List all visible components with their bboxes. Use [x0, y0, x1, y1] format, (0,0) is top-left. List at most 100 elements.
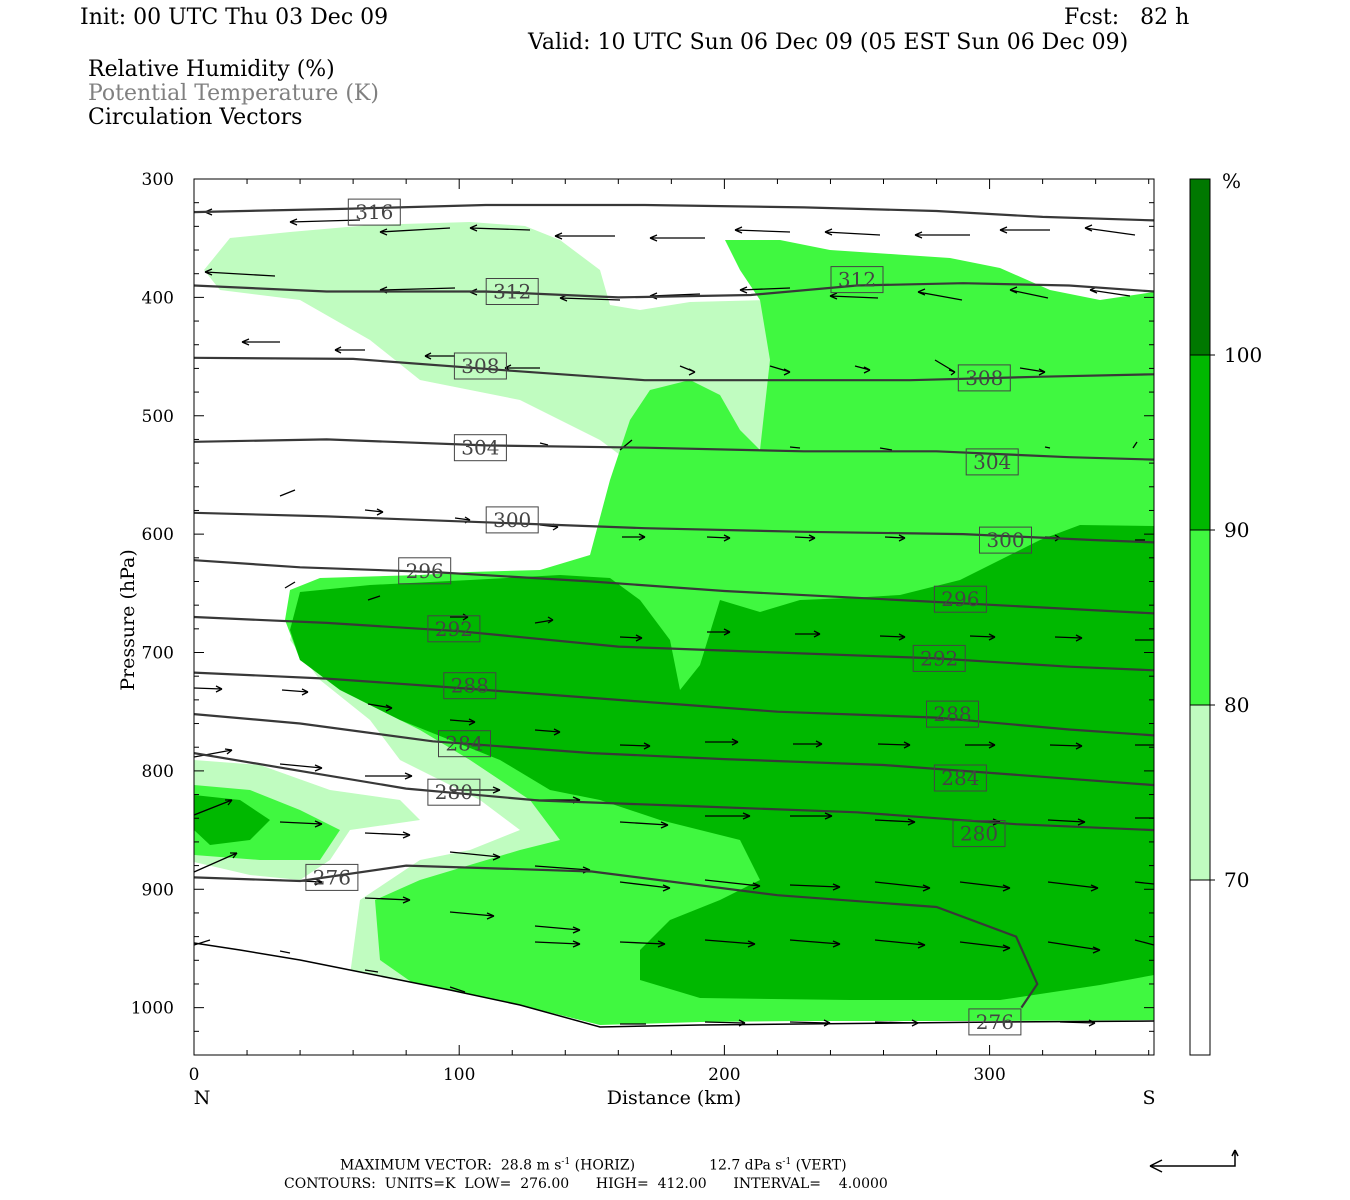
svg-text:280: 280: [960, 822, 998, 846]
svg-text:292: 292: [920, 646, 958, 670]
theta-contour-284: [194, 713, 1154, 787]
theta-contour-300: [194, 511, 1154, 544]
theta-label-284: 284: [438, 730, 491, 758]
colorbar-label-80: 80: [1224, 693, 1249, 717]
svg-text:276: 276: [313, 865, 351, 889]
theta-contour-280: [194, 752, 1154, 832]
x-tick-label-100: 100: [443, 1065, 475, 1085]
theta-label-312: 312: [830, 266, 884, 294]
svg-text:288: 288: [451, 674, 489, 698]
colorbar-frame: [1189, 178, 1211, 1056]
svg-text:296: 296: [406, 559, 444, 583]
svg-text:312: 312: [493, 280, 531, 304]
theta-label-296: 296: [933, 585, 987, 613]
theta-label-296: 296: [398, 557, 452, 585]
theta-contour-312: [194, 282, 1154, 299]
colorbar-band-70: [1190, 705, 1210, 880]
svg-text:284: 284: [445, 732, 483, 756]
y-tick-label-300: 300: [142, 170, 174, 190]
rh-90-100-fill: [290, 525, 1154, 1000]
rh-below-ground-mask: [194, 943, 1154, 1055]
plot-frame: [193, 178, 1155, 1056]
theta-label-304: 304: [965, 448, 1019, 476]
theta-label-276: 276: [305, 863, 359, 891]
svg-text:276: 276: [976, 1010, 1014, 1034]
rh-fill: [194, 222, 1154, 1055]
theta-contour-296: [194, 559, 1154, 615]
forecast-hour: Fcst: 82 h: [1064, 5, 1190, 30]
theta-contour-304: [194, 438, 1154, 461]
init-time: Init: 00 UTC Thu 03 Dec 09: [80, 5, 389, 30]
colorbar-unit: %: [1222, 169, 1241, 193]
theta-contour-288: [194, 671, 1154, 737]
theta-label-280: 280: [427, 778, 481, 806]
max-vector-readout: MAXIMUM VECTOR: 28.8 m s-1 (HORIZ) 12.7 d…: [340, 1157, 847, 1174]
svg-text:304: 304: [461, 436, 499, 460]
svg-text:312: 312: [838, 268, 876, 292]
svg-text:300: 300: [986, 528, 1024, 552]
x-tick-label-200: 200: [708, 1065, 740, 1085]
reference-vector: [1149, 1149, 1239, 1173]
legend-title-rh: Relative Humidity (%): [88, 57, 335, 82]
ground-surface-line: [194, 942, 1154, 1028]
theta-contour-276: [194, 864, 1039, 1009]
y-tick-label-500: 500: [142, 407, 174, 427]
theta-contour-labels: 316 312 312 308 308 304 304 300 300 296 296 292 292 2…: [305, 198, 1032, 1036]
theta-contour-316: [194, 203, 1154, 222]
x-tick-label-300: 300: [973, 1065, 1005, 1085]
legend-title-theta: Potential Temperature (K): [88, 81, 379, 106]
y-tick-label-400: 400: [142, 288, 174, 308]
legend-title-vectors: Circulation Vectors: [88, 105, 303, 130]
colorbar: % 100 90 80 70: [1189, 169, 1262, 1056]
theta-label-300: 300: [979, 526, 1032, 554]
svg-text:284: 284: [941, 766, 979, 790]
theta-label-288: 288: [926, 700, 979, 728]
svg-text:308: 308: [965, 366, 1003, 390]
y-tick-label-600: 600: [142, 525, 174, 545]
colorbar-band-90: [1190, 355, 1210, 530]
svg-text:304: 304: [973, 450, 1011, 474]
svg-text:288: 288: [933, 702, 971, 726]
svg-text:308: 308: [461, 354, 499, 378]
y-tick-label-800: 800: [142, 762, 174, 782]
svg-text:296: 296: [941, 587, 979, 611]
theta-contour-308: [194, 356, 1154, 382]
theta-label-308: 308: [957, 364, 1011, 392]
svg-text:316: 316: [355, 200, 393, 224]
theta-label-316: 316: [347, 198, 401, 226]
theta-label-280: 280: [952, 820, 1006, 848]
svg-text:280: 280: [435, 780, 473, 804]
theta-contour-lines: [194, 203, 1154, 1009]
theta-label-276: 276: [968, 1008, 1022, 1036]
theta-label-284: 284: [933, 764, 987, 792]
valid-time: Valid: 10 UTC Sun 06 Dec 09 (05 EST Sun …: [528, 30, 1129, 55]
axis-ticks: [193, 178, 1154, 1056]
axis-tick-labels: 0 100 200 300 300 400 500 600 700 800 900 1000: [131, 170, 1006, 1085]
colorbar-label-70: 70: [1224, 868, 1249, 892]
colorbar-band-80: [1190, 530, 1210, 705]
y-axis-label: Pressure (hPa): [117, 549, 139, 691]
theta-label-300: 300: [485, 506, 539, 534]
svg-text:300: 300: [493, 508, 531, 532]
colorbar-band-100: [1190, 179, 1210, 355]
x-axis-left-end-label: N: [194, 1087, 211, 1109]
x-axis-right-end-label: S: [1142, 1087, 1155, 1109]
theta-contour-292: [194, 615, 1154, 672]
y-tick-label-900: 900: [142, 880, 174, 900]
theta-label-288: 288: [443, 672, 497, 700]
theta-label-292: 292: [912, 644, 966, 672]
theta-label-304: 304: [453, 434, 507, 462]
colorbar-label-100: 100: [1224, 343, 1262, 367]
x-tick-label-0: 0: [189, 1065, 200, 1085]
svg-text:292: 292: [435, 617, 473, 641]
contours-readout: CONTOURS: UNITS=K LOW= 276.00 HIGH= 412.…: [284, 1176, 888, 1192]
colorbar-band-below-70: [1190, 880, 1210, 1055]
y-tick-label-1000: 1000: [131, 999, 174, 1019]
theta-label-292: 292: [427, 615, 481, 643]
y-tick-label-700: 700: [142, 644, 174, 664]
colorbar-label-90: 90: [1224, 518, 1249, 542]
x-axis-label: Distance (km): [607, 1087, 742, 1109]
theta-label-312: 312: [485, 278, 539, 305]
theta-label-308: 308: [453, 352, 507, 380]
